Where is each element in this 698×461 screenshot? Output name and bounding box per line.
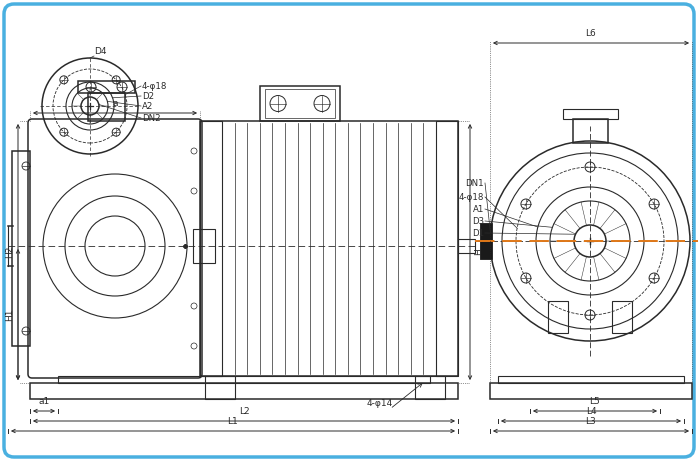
Bar <box>563 109 618 119</box>
Bar <box>548 301 568 333</box>
Bar <box>573 119 608 143</box>
Text: H2: H2 <box>5 246 14 258</box>
Bar <box>200 121 458 376</box>
Text: 4-φ18: 4-φ18 <box>459 193 484 201</box>
Bar <box>30 383 458 399</box>
Text: D1: D1 <box>472 229 484 237</box>
Bar <box>58 376 430 383</box>
Text: D4: D4 <box>94 47 107 56</box>
Bar <box>12 151 30 346</box>
Text: DN1: DN1 <box>466 178 484 188</box>
Text: a1: a1 <box>38 397 50 406</box>
Bar <box>260 86 340 121</box>
Bar <box>612 301 632 333</box>
FancyBboxPatch shape <box>4 4 694 457</box>
Text: D3: D3 <box>472 217 484 225</box>
Bar <box>458 239 475 253</box>
Text: 4-φ14: 4-φ14 <box>367 399 393 408</box>
Bar <box>436 121 458 376</box>
Bar <box>480 223 492 259</box>
Text: L4: L4 <box>586 407 596 416</box>
Text: L2: L2 <box>239 407 249 416</box>
Text: L6: L6 <box>586 29 596 38</box>
Bar <box>415 376 445 399</box>
Text: D2: D2 <box>142 91 154 100</box>
Text: a: a <box>112 99 118 108</box>
Bar <box>490 383 692 399</box>
Bar <box>205 376 235 399</box>
Text: L3: L3 <box>586 417 596 426</box>
Bar <box>498 376 684 383</box>
Text: A1: A1 <box>473 205 484 213</box>
Text: 4-φ18: 4-φ18 <box>142 82 168 90</box>
Bar <box>78 81 135 93</box>
Text: DN2: DN2 <box>142 113 161 123</box>
Bar <box>193 229 215 263</box>
Text: L1: L1 <box>228 417 239 426</box>
Bar <box>265 89 335 118</box>
Bar <box>88 93 125 121</box>
Text: L5: L5 <box>590 397 600 406</box>
Bar <box>200 121 222 376</box>
Text: H: H <box>474 248 483 255</box>
Text: A2: A2 <box>142 101 154 111</box>
Text: H1: H1 <box>5 308 14 321</box>
